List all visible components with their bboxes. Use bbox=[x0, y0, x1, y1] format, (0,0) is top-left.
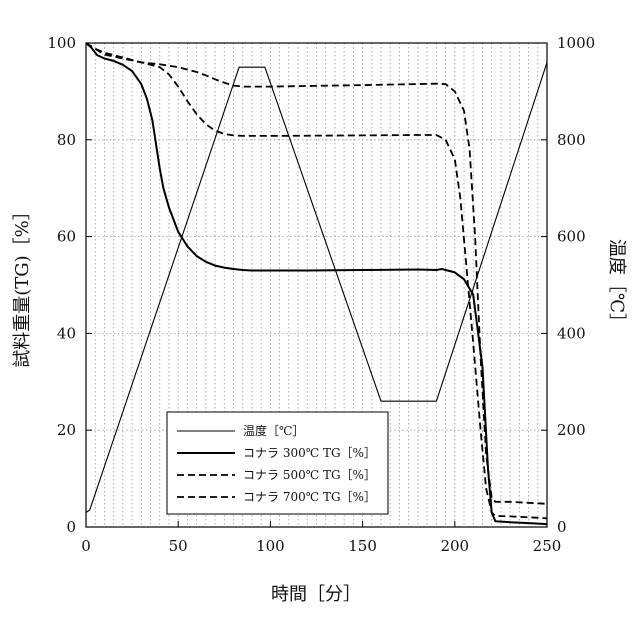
x-tick-label: 250 bbox=[533, 537, 562, 555]
y2-tick-label: 800 bbox=[557, 131, 586, 149]
y-tick-label: 100 bbox=[47, 34, 76, 52]
y2-tick-label: 200 bbox=[557, 421, 586, 439]
legend-label: コナラ 500℃ TG［%］ bbox=[243, 468, 376, 482]
x-tick-label: 100 bbox=[256, 537, 285, 555]
y2-tick-label: 1000 bbox=[557, 34, 595, 52]
legend: 温度［℃］ コナラ 300℃ TG［%］ コナラ 500℃ TG［%］ コナラ 700… bbox=[167, 412, 388, 514]
x-tick-label: 50 bbox=[169, 537, 188, 555]
legend-label: コナラ 300℃ TG［%］ bbox=[243, 446, 376, 460]
x-tick-label: 0 bbox=[81, 537, 91, 555]
y-axis-title: 試料重量(TG)［%］ bbox=[12, 202, 33, 368]
y2-axis-title: 温度［℃］ bbox=[606, 239, 627, 331]
x-tick-label: 200 bbox=[440, 537, 469, 555]
y2-tick-label: 0 bbox=[557, 518, 567, 536]
x-axis-title: 時間［分］ bbox=[271, 584, 361, 605]
x-tick-label: 150 bbox=[348, 537, 377, 555]
y-tick-label: 20 bbox=[57, 421, 76, 439]
legend-label: コナラ 700℃ TG［%］ bbox=[243, 490, 376, 504]
y-tick-label: 40 bbox=[57, 324, 76, 342]
y-tick-label: 0 bbox=[66, 518, 76, 536]
y-tick-label: 80 bbox=[57, 131, 76, 149]
legend-label: 温度［℃］ bbox=[243, 423, 304, 438]
y2-tick-label: 600 bbox=[557, 228, 586, 246]
y-tick-label: 60 bbox=[57, 228, 76, 246]
y2-tick-label: 400 bbox=[557, 324, 586, 342]
